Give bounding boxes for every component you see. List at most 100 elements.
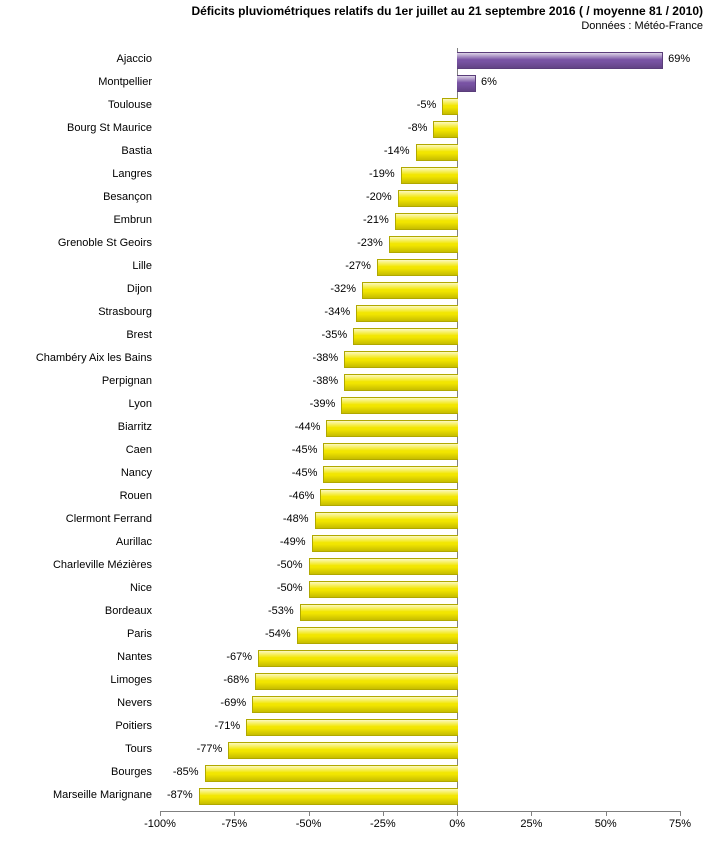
value-label: -50% [277,582,303,594]
category-label: Limoges [110,674,152,686]
bar [205,765,459,782]
x-tick [457,811,458,816]
bar [353,328,458,345]
bar [341,397,458,414]
x-tick [383,811,384,816]
value-label: -50% [277,559,303,571]
x-tick-label: 50% [595,818,617,830]
value-label: -19% [369,168,395,180]
category-label: Poitiers [115,720,152,732]
value-label: 69% [668,53,690,65]
bar [401,167,458,184]
bar [344,374,458,391]
bar [395,213,458,230]
bar [323,466,458,483]
value-label: -85% [173,766,199,778]
category-label: Caen [126,444,152,456]
category-label: Paris [127,628,152,640]
chart-subtitle: Données : Météo-France [581,20,703,32]
category-label: Dijon [127,283,152,295]
category-label: Montpellier [98,76,152,88]
bar [246,719,458,736]
value-label: -48% [283,513,309,525]
bar [320,489,458,506]
x-tick-label: -25% [370,818,396,830]
value-label: -45% [292,467,318,479]
category-label: Biarritz [118,421,152,433]
value-label: -44% [295,421,321,433]
bar [389,236,458,253]
bar [199,788,459,805]
bar [326,420,458,437]
value-label: -87% [167,789,193,801]
value-label: -23% [357,237,383,249]
bar [309,581,459,598]
x-tick-label: -100% [144,818,176,830]
value-label: -21% [363,214,389,226]
category-label: Nice [130,582,152,594]
bar [442,98,458,115]
value-label: -27% [345,260,371,272]
category-label: Lille [132,260,152,272]
value-label: -49% [280,536,306,548]
category-label: Ajaccio [117,53,152,65]
category-label: Embrun [113,214,152,226]
x-tick [309,811,310,816]
category-label: Brest [126,329,152,341]
bar [312,535,459,552]
category-label: Langres [112,168,152,180]
value-label: -8% [408,122,428,134]
bar [344,351,458,368]
category-label: Nantes [117,651,152,663]
category-label: Aurillac [116,536,152,548]
x-tick-label: -50% [296,818,322,830]
category-label: Rouen [120,490,152,502]
bar [377,259,458,276]
category-label: Chambéry Aix les Bains [36,352,152,364]
category-label: Grenoble St Geoirs [58,237,152,249]
category-label: Bourges [111,766,152,778]
category-label: Bourg St Maurice [67,122,152,134]
category-label: Perpignan [102,375,152,387]
x-tick-label: 0% [449,818,465,830]
x-tick [234,811,235,816]
category-label: Strasbourg [98,306,152,318]
x-tick-label: -75% [221,818,247,830]
value-label: 6% [481,76,497,88]
value-label: -35% [321,329,347,341]
bar [356,305,458,322]
category-label: Nancy [121,467,152,479]
category-label: Charleville Mézières [53,559,152,571]
bar [323,443,458,460]
value-label: -34% [324,306,350,318]
bar [457,75,476,92]
value-label: -69% [220,697,246,709]
category-label: Marseille Marignane [53,789,152,801]
bar [258,650,458,667]
category-label: Tours [125,743,152,755]
value-label: -5% [417,99,437,111]
plot-area: Ajaccio69%Montpellier6%Toulouse-5%Bourg … [160,44,680,814]
bar [228,742,458,759]
value-label: -39% [310,398,336,410]
bar [252,696,458,713]
value-label: -68% [223,674,249,686]
value-label: -45% [292,444,318,456]
category-label: Bordeaux [105,605,152,617]
category-label: Nevers [117,697,152,709]
category-label: Besançon [103,191,152,203]
bar [457,52,663,69]
x-tick-label: 75% [669,818,691,830]
bar [362,282,458,299]
value-label: -14% [384,145,410,157]
value-label: -46% [289,490,315,502]
value-label: -38% [313,375,339,387]
x-tick [606,811,607,816]
bar [300,604,458,621]
value-label: -54% [265,628,291,640]
value-label: -38% [313,352,339,364]
category-label: Toulouse [108,99,152,111]
x-tick [531,811,532,816]
value-label: -32% [330,283,356,295]
value-label: -53% [268,605,294,617]
